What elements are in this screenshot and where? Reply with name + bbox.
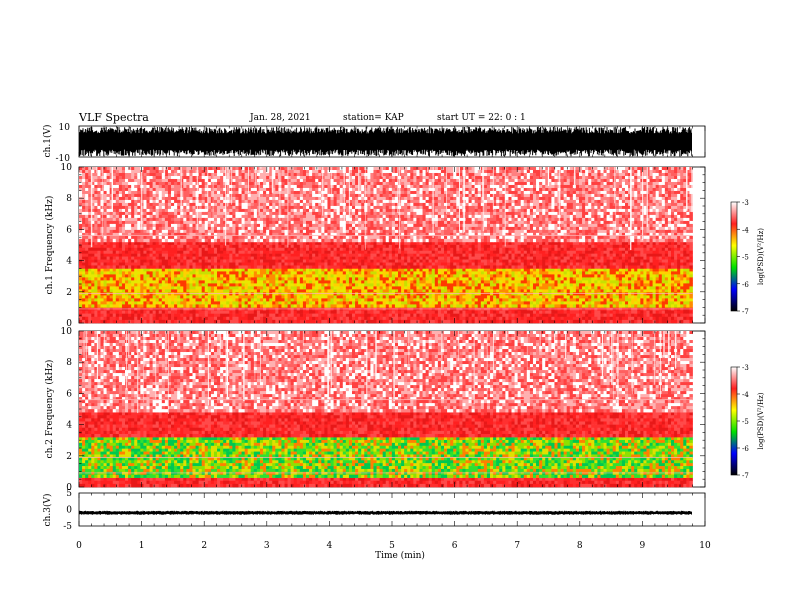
ch1-ytick-label: 10: [59, 123, 71, 133]
xtick-label: 7: [514, 541, 520, 551]
colorbar-label: log(PSD)(V²/Hz): [757, 228, 765, 285]
colorbar-tick-label: -3: [742, 199, 749, 207]
spectrogram-ytick-label: 4: [66, 421, 72, 431]
colorbar-tick-label: -7: [742, 472, 749, 480]
spectrogram-ytick-label: 6: [66, 389, 72, 399]
colorbar-tick-label: -3: [742, 364, 749, 372]
xtick-label: 3: [264, 541, 270, 551]
spectrogram-ytick-label: 8: [66, 194, 72, 204]
ch2-spectrogram-ylabel: ch.2 Frequency (kHz): [44, 360, 55, 459]
colorbar-tick-label: -5: [742, 418, 749, 426]
x-axis-label: Time (min): [375, 550, 425, 561]
spectrogram-ytick-label: 0: [66, 319, 72, 329]
ch3-ytick-label: -5: [63, 522, 72, 532]
xtick-label: 9: [640, 541, 646, 551]
colorbar-tick-label: -6: [742, 445, 749, 453]
xtick-label: 5: [389, 541, 395, 551]
spectrogram-ytick-label: 0: [66, 483, 72, 493]
spectrogram-ytick-label: 2: [66, 288, 72, 298]
ch3-ytick-label: 5: [66, 489, 72, 499]
ch1-waveform-trace: [79, 126, 692, 157]
spectrogram-ytick-label: 8: [66, 358, 72, 368]
ch3-ytick-label: 0: [66, 506, 72, 516]
ch1-spectrogram-ylabel: ch.1 Frequency (kHz): [44, 196, 55, 295]
ch2-colorbar: [730, 366, 738, 476]
ch1-spectrogram-heatmap: [79, 167, 693, 324]
colorbar-tick-label: -6: [742, 281, 749, 289]
date-label: Jan. 28, 2021: [250, 113, 311, 123]
colorbar-tick-label: -7: [742, 308, 749, 316]
colorbar-tick-label: -4: [742, 391, 749, 399]
xtick-label: 0: [76, 541, 82, 551]
start-time-label: start UT = 22: 0 : 1: [437, 113, 526, 123]
spectrogram-ytick-label: 10: [61, 327, 73, 337]
ch1-ytick-label: -10: [56, 154, 71, 164]
figure-title: VLF Spectra: [79, 111, 149, 124]
colorbar-tick-label: -5: [742, 254, 749, 262]
xtick-label: 4: [327, 541, 333, 551]
xtick-label: 10: [699, 541, 711, 551]
ch3-waveform-trace: [79, 510, 692, 515]
xtick-label: 1: [139, 541, 145, 551]
colorbar-label: log(PSD)(V²/Hz): [757, 392, 765, 449]
xtick-label: 8: [577, 541, 583, 551]
xtick-label: 6: [452, 541, 458, 551]
colorbar-tick-label: -4: [742, 226, 749, 234]
ch3-waveform-ylabel: ch.3(V): [42, 494, 53, 527]
spectrogram-ytick-label: 4: [66, 257, 72, 267]
ch2-spectrogram-heatmap: [79, 331, 693, 488]
station-label: station= KAP: [343, 113, 404, 123]
ch1-colorbar: [730, 201, 738, 312]
xtick-label: 2: [201, 541, 207, 551]
spectrogram-ytick-label: 10: [61, 163, 73, 173]
spectrogram-ytick-label: 2: [66, 452, 72, 462]
ch1-waveform-ylabel: ch.1(V): [42, 125, 53, 158]
spectrogram-ytick-label: 6: [66, 225, 72, 235]
